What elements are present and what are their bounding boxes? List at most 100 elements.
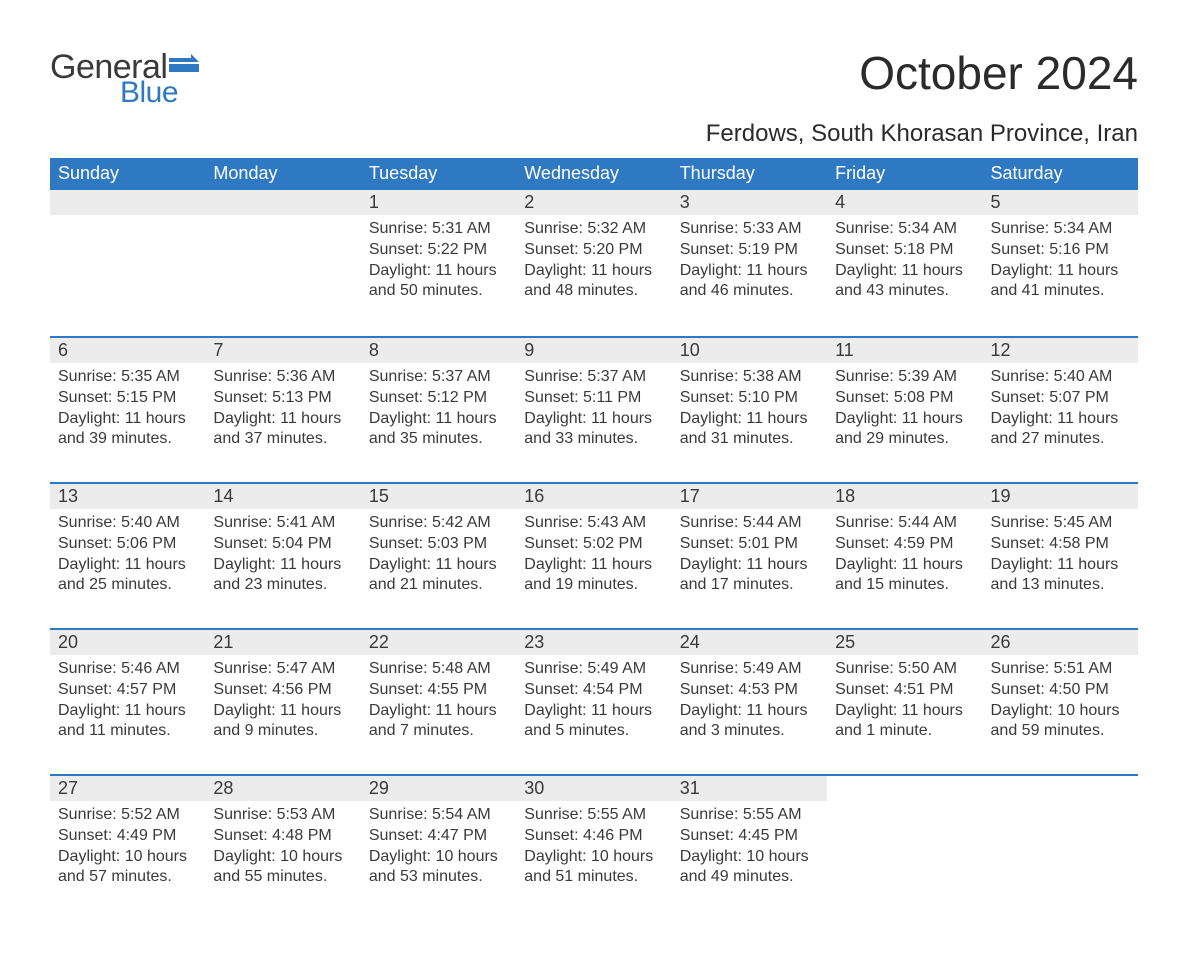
day-cell: 24 Sunrise: 5:49 AMSunset: 4:53 PMDayligh…: [672, 630, 827, 774]
day-info-line: Sunset: 4:53 PM: [680, 680, 819, 701]
day-number: 8: [369, 340, 379, 360]
day-info-line: Sunset: 4:49 PM: [58, 826, 197, 847]
day-info-line: and 59 minutes.: [991, 721, 1130, 742]
day-body: Sunrise: 5:31 AMSunset: 5:22 PMDaylight:…: [361, 215, 516, 310]
day-info-line: Daylight: 10 hours: [991, 701, 1130, 722]
day-number-row: 30: [516, 776, 671, 801]
day-info-line: and 31 minutes.: [680, 429, 819, 450]
day-body: Sunrise: 5:41 AMSunset: 5:04 PMDaylight:…: [205, 509, 360, 604]
day-info-line: and 46 minutes.: [680, 281, 819, 302]
day-body: Sunrise: 5:33 AMSunset: 5:19 PMDaylight:…: [672, 215, 827, 310]
day-number: 26: [991, 632, 1011, 652]
day-number-row: 24: [672, 630, 827, 655]
weekday-header-cell: Monday: [205, 158, 360, 190]
day-info-line: Sunrise: 5:40 AM: [991, 367, 1130, 388]
title-block: October 2024 Ferdows, South Khorasan Pro…: [706, 50, 1138, 148]
day-info-line: Sunrise: 5:31 AM: [369, 219, 508, 240]
day-number: 6: [58, 340, 68, 360]
day-info-line: Sunrise: 5:38 AM: [680, 367, 819, 388]
day-body: Sunrise: 5:49 AMSunset: 4:53 PMDaylight:…: [672, 655, 827, 750]
day-cell: 13Sunrise: 5:40 AMSunset: 5:06 PMDayligh…: [50, 484, 205, 628]
day-number-row: 6: [50, 338, 205, 363]
day-cell: 12Sunrise: 5:40 AMSunset: 5:07 PMDayligh…: [983, 338, 1138, 482]
day-body: Sunrise: 5:34 AMSunset: 5:18 PMDaylight:…: [827, 215, 982, 310]
day-number-row: 13: [50, 484, 205, 509]
logo-text-blue: Blue: [120, 78, 199, 108]
day-number-row: 23: [516, 630, 671, 655]
day-body: Sunrise: 5:36 AMSunset: 5:13 PMDaylight:…: [205, 363, 360, 458]
day-body: Sunrise: 5:54 AMSunset: 4:47 PMDaylight:…: [361, 801, 516, 896]
day-number-row: 21: [205, 630, 360, 655]
day-number: 24: [680, 632, 700, 652]
day-info-line: Sunset: 4:47 PM: [369, 826, 508, 847]
day-info-line: and 50 minutes.: [369, 281, 508, 302]
day-info-line: Sunrise: 5:50 AM: [835, 659, 974, 680]
day-number-row: 31: [672, 776, 827, 801]
day-info-line: Sunrise: 5:52 AM: [58, 805, 197, 826]
day-info-line: Sunset: 4:50 PM: [991, 680, 1130, 701]
day-number-row: 1: [361, 190, 516, 215]
week-row: 6 Sunrise: 5:35 AMSunset: 5:15 PMDaylight…: [50, 336, 1138, 482]
day-info-line: Daylight: 10 hours: [58, 847, 197, 868]
day-info-line: Sunrise: 5:45 AM: [991, 513, 1130, 534]
day-info-line: and 43 minutes.: [835, 281, 974, 302]
day-info-line: and 19 minutes.: [524, 575, 663, 596]
day-info-line: Sunrise: 5:44 AM: [835, 513, 974, 534]
day-info-line: Sunset: 4:54 PM: [524, 680, 663, 701]
day-info-line: and 1 minute.: [835, 721, 974, 742]
day-number-row: 19: [983, 484, 1138, 509]
day-number: 31: [680, 778, 700, 798]
day-info-line: and 15 minutes.: [835, 575, 974, 596]
day-info-line: Sunset: 5:12 PM: [369, 388, 508, 409]
day-info-line: and 49 minutes.: [680, 867, 819, 888]
day-number: 13: [58, 486, 78, 506]
day-body: Sunrise: 5:35 AMSunset: 5:15 PMDaylight:…: [50, 363, 205, 458]
day-cell: 26 Sunrise: 5:51 AMSunset: 4:50 PMDayligh…: [983, 630, 1138, 774]
header-row: General Blue October 2024 Ferdows, South…: [50, 50, 1138, 148]
day-body: Sunrise: 5:51 AMSunset: 4:50 PMDaylight:…: [983, 655, 1138, 750]
day-info-line: Daylight: 10 hours: [213, 847, 352, 868]
day-body: Sunrise: 5:43 AMSunset: 5:02 PMDaylight:…: [516, 509, 671, 604]
day-cell: 4Sunrise: 5:34 AMSunset: 5:18 PMDaylight…: [827, 190, 982, 336]
day-number: 27: [58, 778, 78, 798]
day-info-line: Daylight: 11 hours: [213, 555, 352, 576]
day-cell: [50, 190, 205, 336]
day-body: Sunrise: 5:37 AMSunset: 5:12 PMDaylight:…: [361, 363, 516, 458]
day-number: 21: [213, 632, 233, 652]
day-number: 19: [991, 486, 1011, 506]
day-cell: 27 Sunrise: 5:52 AMSunset: 4:49 PMDayligh…: [50, 776, 205, 920]
day-cell: 14Sunrise: 5:41 AMSunset: 5:04 PMDayligh…: [205, 484, 360, 628]
day-number-row: [827, 776, 982, 801]
day-info-line: Sunrise: 5:54 AM: [369, 805, 508, 826]
day-cell: 11Sunrise: 5:39 AMSunset: 5:08 PMDayligh…: [827, 338, 982, 482]
day-info-line: Daylight: 11 hours: [58, 555, 197, 576]
day-number-row: 4: [827, 190, 982, 215]
day-info-line: Sunrise: 5:33 AM: [680, 219, 819, 240]
day-info-line: and 3 minutes.: [680, 721, 819, 742]
day-info-line: Daylight: 10 hours: [369, 847, 508, 868]
day-number-row: 2: [516, 190, 671, 215]
day-info-line: Sunrise: 5:49 AM: [524, 659, 663, 680]
day-info-line: Daylight: 11 hours: [680, 409, 819, 430]
day-info-line: Sunrise: 5:37 AM: [369, 367, 508, 388]
day-cell: 18Sunrise: 5:44 AMSunset: 4:59 PMDayligh…: [827, 484, 982, 628]
day-number-row: 26: [983, 630, 1138, 655]
day-body: Sunrise: 5:55 AMSunset: 4:45 PMDaylight:…: [672, 801, 827, 896]
day-info-line: and 37 minutes.: [213, 429, 352, 450]
day-body: Sunrise: 5:38 AMSunset: 5:10 PMDaylight:…: [672, 363, 827, 458]
day-number: 25: [835, 632, 855, 652]
day-info-line: Sunset: 5:10 PM: [680, 388, 819, 409]
day-number: 12: [991, 340, 1011, 360]
day-body: Sunrise: 5:49 AMSunset: 4:54 PMDaylight:…: [516, 655, 671, 750]
day-info-line: Daylight: 11 hours: [524, 555, 663, 576]
day-number: 11: [835, 340, 854, 360]
day-info-line: Sunset: 4:51 PM: [835, 680, 974, 701]
logo: General Blue: [50, 50, 199, 108]
day-cell: 25Sunrise: 5:50 AMSunset: 4:51 PMDayligh…: [827, 630, 982, 774]
day-info-line: Sunrise: 5:44 AM: [680, 513, 819, 534]
day-info-line: and 25 minutes.: [58, 575, 197, 596]
day-body: Sunrise: 5:47 AMSunset: 4:56 PMDaylight:…: [205, 655, 360, 750]
day-number: 20: [58, 632, 78, 652]
day-info-line: Daylight: 11 hours: [680, 261, 819, 282]
day-number: 9: [524, 340, 534, 360]
